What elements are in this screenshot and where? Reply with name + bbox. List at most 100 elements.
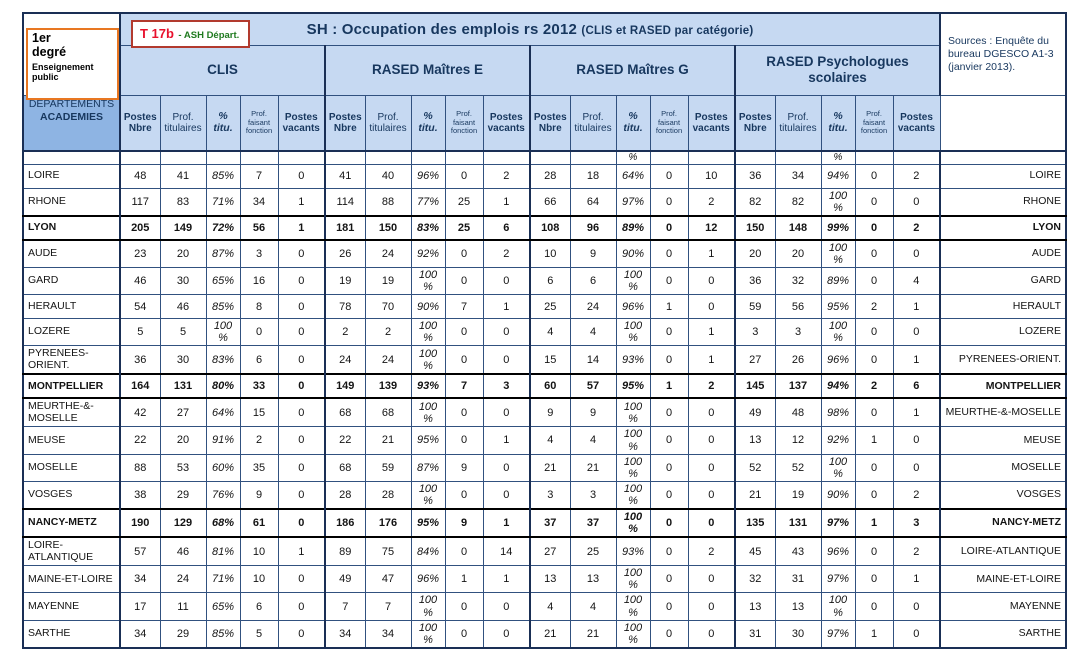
row-label-left-gard: GARD: [22, 266, 121, 296]
cell-rased-e-pct-titu: 87%: [410, 453, 446, 482]
department-row-loire: LOIRE 48 41 85% 7 0 41 40 96% 0 2 28 18 64% 0 10 36 34 94%…: [22, 163, 1067, 189]
cell-rased-g-prof-faisant-fonction: 0: [649, 453, 689, 482]
cell-rased-g-postes-vacants: 0: [687, 592, 736, 621]
cell-rased-e-postes-vacants: 2: [482, 239, 531, 268]
row-label-left-meurthe-moselle: MEURTHE-&-MOSELLE: [22, 397, 121, 428]
cell-rased-e-prof-faisant-fonction: 0: [444, 426, 484, 455]
cell-rased-e-postes-nbre: 89: [324, 536, 366, 567]
cell-rased-psy-prof-titulaires: 52: [774, 453, 822, 482]
column-header-row: DEPARTEMENTS ACADEMIES Postes Nbre Prof. …: [22, 94, 1067, 152]
cell-rased-g-pct-titu: %: [615, 150, 651, 165]
cell-rased-g-postes-vacants: 0: [687, 397, 736, 428]
row-label-right-montpellier: MONTPELLIER: [939, 373, 1067, 400]
department-row-vosges: VOSGES 38 29 76% 9 0 28 28 100 % 0 0 3 3 100 % 0 0 21 19 9…: [22, 480, 1067, 510]
cell-clis-pct-titu: 60%: [205, 453, 241, 482]
cell-rased-g-postes-vacants: 1: [687, 239, 736, 268]
cell-rased-e-pct-titu: 100 %: [410, 318, 446, 347]
cell-rased-g-postes-nbre: 21: [529, 453, 571, 482]
cell-rased-psy-pct-titu: 98%: [820, 397, 856, 428]
row-label-right-rhone: RHONE: [939, 187, 1067, 217]
cell-rased-e-pct-titu: 95%: [410, 507, 446, 539]
cell-clis-postes-nbre: 46: [119, 266, 161, 296]
cell-clis-postes-nbre: 190: [119, 507, 161, 539]
cell-rased-psy-prof-faisant-fonction: 2: [854, 373, 894, 400]
cell-rased-psy-pct-titu: 94%: [820, 373, 856, 400]
cell-clis-prof-titulaires: 20: [159, 239, 207, 268]
cell-rased-e-pct-titu: 96%: [410, 565, 446, 594]
cell-rased-psy-postes-nbre: 13: [734, 592, 776, 621]
row-label-right-meuse: MEUSE: [939, 426, 1067, 455]
cell-clis-prof-titulaires: 83: [159, 187, 207, 217]
col-header-rased-psy-pct-titu: % titu.: [820, 94, 856, 152]
cell-rased-g-prof-titulaires: 4: [569, 318, 617, 347]
cell-rased-g-pct-titu: 100 %: [615, 397, 651, 428]
cell-rased-g-prof-titulaires: 64: [569, 187, 617, 217]
row-label-left-meuse: MEUSE: [22, 426, 121, 455]
cell-rased-g-postes-nbre: [529, 150, 571, 165]
cell-rased-e-prof-faisant-fonction: 25: [444, 214, 484, 241]
cell-clis-postes-vacants: 0: [277, 397, 326, 428]
cell-clis-postes-vacants: 0: [277, 426, 326, 455]
cell-rased-g-prof-faisant-fonction: 0: [649, 565, 689, 594]
col-header-rased-g-prof-faisant-fonction: Prof. faisant fonction: [649, 94, 689, 152]
cell-rased-e-prof-titulaires: 88: [364, 187, 412, 217]
cell-rased-e-postes-nbre: 78: [324, 294, 366, 320]
cell-clis-postes-nbre: 36: [119, 345, 161, 375]
cell-rased-psy-pct-titu: 90%: [820, 480, 856, 510]
cell-rased-psy-postes-vacants: 1: [892, 397, 941, 428]
table-code: T 17b: [140, 26, 174, 41]
cell-rased-e-postes-nbre: 28: [324, 480, 366, 510]
cell-clis-prof-faisant-fonction: 56: [239, 214, 279, 241]
department-row-mayenne: MAYENNE 17 11 65% 6 0 7 7 100 % 0 0 4 4 100 % 0 0 13 13 10…: [22, 592, 1067, 621]
cell-rased-psy-prof-titulaires: 43: [774, 536, 822, 567]
cell-clis-prof-faisant-fonction: 61: [239, 507, 279, 539]
cell-rased-e-postes-vacants: 0: [482, 480, 531, 510]
department-row-sarthe: SARTHE 34 29 85% 5 0 34 34 100 % 0 0 21 21 100 % 0 0 31 3…: [22, 619, 1067, 649]
report-table-wrap: SH : Occupation des emplois rs 2012 (CLI…: [22, 12, 1067, 649]
group-header-rased-e: RASED Maîtres E: [324, 44, 531, 96]
sources-note: Sources : Enquête du bureau DGESCO A1-3 …: [939, 12, 1067, 96]
cell-clis-pct-titu: 64%: [205, 397, 241, 428]
cell-rased-g-prof-faisant-fonction: 0: [649, 163, 689, 189]
cell-rased-g-prof-titulaires: 6: [569, 266, 617, 296]
cell-rased-e-postes-vacants: 0: [482, 453, 531, 482]
cell-clis-prof-faisant-fonction: 0: [239, 318, 279, 347]
cell-rased-e-postes-nbre: 149: [324, 373, 366, 400]
cell-rased-g-prof-faisant-fonction: 0: [649, 345, 689, 375]
cell-clis-prof-titulaires: 20: [159, 426, 207, 455]
cell-clis-prof-titulaires: 29: [159, 480, 207, 510]
cell-rased-e-pct-titu: 83%: [410, 214, 446, 241]
cell-rased-g-prof-faisant-fonction: 0: [649, 266, 689, 296]
row-label-left-herault: HERAULT: [22, 294, 121, 320]
cell-rased-e-postes-nbre: 19: [324, 266, 366, 296]
cell-rased-psy-prof-faisant-fonction: 0: [854, 214, 894, 241]
cell-rased-e-postes-vacants: 0: [482, 592, 531, 621]
cell-rased-psy-postes-vacants: 2: [892, 480, 941, 510]
col-header-rased-e-postes-vacants: Postes vacants: [482, 94, 531, 152]
row-label-left-partial: [22, 150, 121, 165]
cell-rased-psy-postes-vacants: 0: [892, 239, 941, 268]
cell-rased-g-prof-titulaires: 4: [569, 592, 617, 621]
cell-rased-psy-pct-titu: 100 %: [820, 318, 856, 347]
cell-rased-g-postes-nbre: 6: [529, 266, 571, 296]
department-row-partial: %%: [22, 150, 1067, 165]
cell-rased-e-pct-titu: 90%: [410, 294, 446, 320]
cell-rased-psy-postes-vacants: 6: [892, 373, 941, 400]
cell-rased-e-prof-faisant-fonction: 9: [444, 507, 484, 539]
cell-rased-e-pct-titu: 100 %: [410, 592, 446, 621]
cell-rased-e-prof-titulaires: 139: [364, 373, 412, 400]
cell-rased-g-postes-nbre: 10: [529, 239, 571, 268]
row-label-right-maine-et-loire: MAINE-ET-LOIRE: [939, 565, 1067, 594]
cell-rased-e-postes-nbre: 22: [324, 426, 366, 455]
cell-rased-e-postes-vacants: 1: [482, 294, 531, 320]
cell-clis-prof-faisant-fonction: 6: [239, 592, 279, 621]
cell-clis-postes-vacants: 0: [277, 592, 326, 621]
cell-clis-postes-nbre: 34: [119, 619, 161, 649]
cell-rased-e-postes-nbre: 26: [324, 239, 366, 268]
cell-rased-g-pct-titu: 100 %: [615, 426, 651, 455]
cell-rased-psy-postes-nbre: 135: [734, 507, 776, 539]
cell-rased-psy-postes-vacants: 0: [892, 187, 941, 217]
cell-clis-postes-nbre: 88: [119, 453, 161, 482]
cell-rased-psy-pct-titu: 97%: [820, 507, 856, 539]
cell-rased-e-prof-faisant-fonction: 0: [444, 163, 484, 189]
